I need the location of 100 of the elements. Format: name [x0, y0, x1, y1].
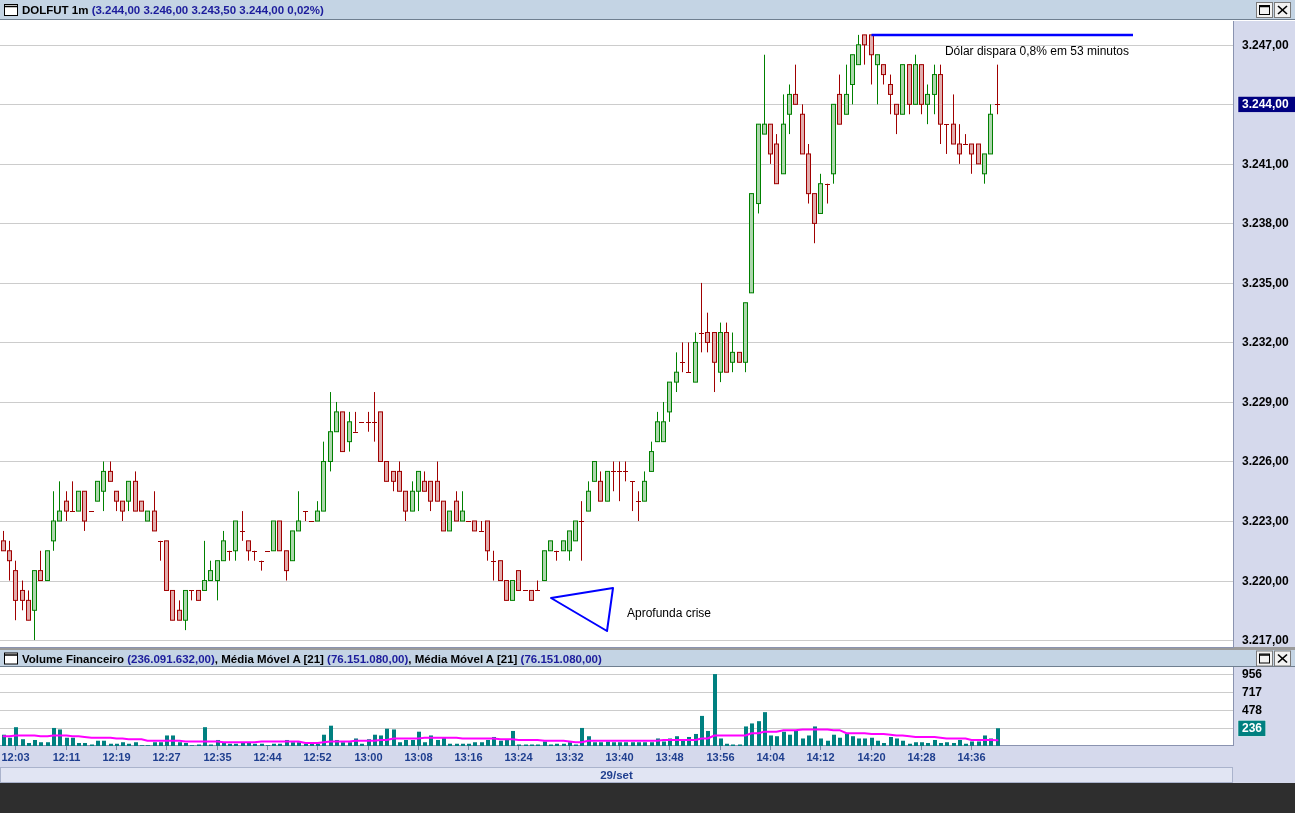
annotation: Aprofunda crise [627, 606, 712, 620]
bar [21, 739, 25, 746]
candlestick [649, 441, 654, 472]
candlestick [38, 550, 43, 582]
x-tick-label: 13:56 [706, 751, 735, 763]
bar [473, 742, 477, 746]
candlestick [894, 103, 899, 135]
bar [901, 740, 905, 746]
candlestick [251, 550, 258, 562]
bar [933, 739, 937, 746]
x-tick-label: 12:27 [152, 751, 181, 763]
bar [46, 742, 50, 746]
candlestick [598, 470, 603, 502]
bar [926, 742, 930, 746]
candlestick [793, 64, 798, 105]
bar [945, 742, 949, 746]
candlestick [925, 83, 930, 125]
x-axis-title: 29/set [600, 769, 633, 781]
candlestick [258, 560, 265, 572]
bar [241, 742, 245, 746]
bar [505, 739, 509, 746]
bar [71, 737, 75, 746]
bar [411, 739, 415, 746]
candlestick [454, 490, 459, 522]
bar [744, 726, 748, 746]
bar [96, 740, 100, 746]
bar [184, 742, 188, 746]
bar [637, 742, 641, 746]
candlestick [685, 341, 692, 373]
x-tick-label: 12:52 [303, 751, 332, 763]
candlestick [126, 480, 131, 512]
candlestick [578, 500, 585, 562]
candlestick [302, 510, 309, 522]
candlestick [239, 510, 246, 542]
bar [134, 742, 138, 746]
candlestick [447, 510, 452, 532]
bar [914, 742, 918, 746]
bar [398, 742, 402, 746]
bar [826, 740, 830, 746]
y-tick-label: 3.244,00 [1242, 97, 1290, 112]
bar [769, 735, 773, 746]
bar [159, 742, 163, 746]
bar [480, 742, 484, 746]
bar [920, 742, 924, 746]
bar [876, 740, 880, 746]
bar [794, 730, 798, 746]
x-tick-label: 13:16 [454, 751, 483, 763]
x-tick-label: 14:28 [907, 751, 936, 763]
x-tick-label: 12:44 [253, 751, 283, 763]
y-tick-label: 3.220,00 [1242, 573, 1290, 588]
bar [662, 741, 666, 746]
bar [650, 742, 654, 746]
candlestick [642, 470, 647, 502]
candlestick [888, 74, 893, 115]
bar [83, 742, 87, 746]
bar [996, 728, 1000, 746]
candlestick [460, 490, 465, 522]
bar [977, 741, 981, 746]
bar [895, 738, 899, 746]
candlestick [875, 54, 880, 105]
candlestick [869, 34, 874, 85]
bar [8, 737, 12, 746]
bar [970, 741, 974, 746]
candlestick [586, 480, 591, 512]
y-tick-label: 3.235,00 [1242, 275, 1290, 290]
bar [782, 731, 786, 746]
bar [700, 715, 704, 746]
candlestick [553, 550, 560, 562]
bar [832, 734, 836, 746]
ref-line-label: Dólar dispara 0,8% em 53 minutos [944, 43, 1129, 58]
bar [939, 742, 943, 746]
x-tick-label: 13:48 [655, 751, 684, 763]
candlestick [976, 143, 981, 165]
candlestick [730, 332, 735, 373]
candlestick [844, 64, 849, 115]
bar [486, 739, 490, 746]
y-tick-label: 3.241,00 [1242, 156, 1290, 171]
candlestick [674, 351, 679, 393]
y-tick-label: 717 [1242, 685, 1263, 700]
candlestick [679, 341, 686, 373]
bar [807, 735, 811, 746]
bar [612, 742, 616, 746]
x-tick-label: 12:11 [52, 751, 81, 763]
candlestick [516, 570, 521, 591]
bar [291, 742, 295, 746]
x-tick-label: 14:20 [857, 751, 886, 763]
y-tick-label: 3.238,00 [1242, 216, 1290, 231]
bar [102, 740, 106, 746]
bar [39, 742, 43, 746]
bar [27, 742, 31, 746]
x-tick-label: 13:40 [605, 751, 634, 763]
bar [436, 739, 440, 746]
y-tick-label: 3.229,00 [1242, 394, 1290, 409]
bar [643, 742, 647, 746]
candlestick [246, 540, 251, 562]
y-tick-label: 236 [1242, 721, 1263, 736]
bar [813, 726, 817, 746]
bar [631, 742, 635, 746]
candlestick [881, 64, 886, 85]
candlestick [188, 589, 195, 601]
